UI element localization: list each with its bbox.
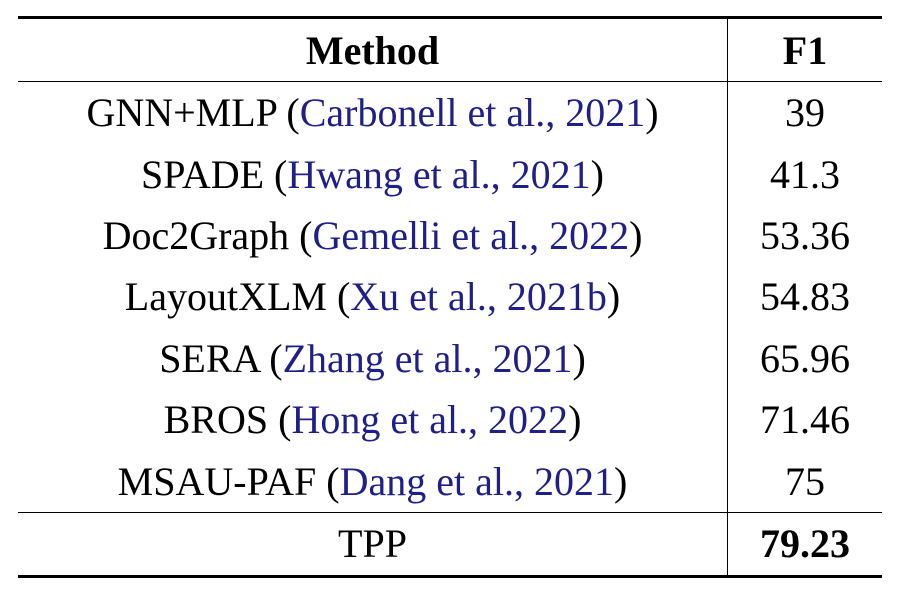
method-cell: SPADE Hwang et al., 2021 (18, 143, 728, 204)
citation: Hwang et al., 2021 (274, 152, 604, 197)
table-final: TPP 79.23 (18, 512, 882, 577)
method-name: GNN+MLP (86, 90, 277, 136)
method-cell: BROS Hong et al., 2022 (18, 389, 728, 450)
method-cell: GNN+MLP Carbonell et al., 2021 (18, 82, 728, 144)
method-cell: SERA Zhang et al., 2021 (18, 328, 728, 389)
f1-cell: 65.96 (727, 327, 882, 389)
method-cell: MSAU-PAF Dang et al., 2021 (18, 450, 728, 512)
row: SERA Zhang et al., 202165.96 (18, 327, 882, 389)
header-row: Method F1 (18, 17, 882, 82)
method-name: SERA (159, 335, 260, 381)
method-name: BROS (163, 397, 269, 443)
method-cell: LayoutXLM Xu et al., 2021b (18, 266, 728, 327)
f1-cell: 71.46 (727, 388, 882, 451)
final-method: TPP (338, 521, 407, 567)
row: BROS Hong et al., 202271.46 (18, 388, 882, 451)
citation: Gemelli et al., 2022 (299, 213, 642, 258)
row: GNN+MLP Carbonell et al., 202139 (18, 81, 882, 144)
citation: Xu et al., 2021b (337, 274, 620, 319)
citation: Hong et al., 2022 (278, 397, 581, 442)
results-table: Method F1 GNN+MLP Carbonell et al., 2021… (18, 16, 882, 578)
citation: Zhang et al., 2021 (269, 336, 586, 381)
f1-cell: 39 (727, 81, 882, 144)
f1-cell: 41.3 (727, 143, 882, 205)
f1-cell: 54.83 (727, 266, 882, 328)
row: Doc2Graph Gemelli et al., 202253.36 (18, 204, 882, 267)
citation: Carbonell et al., 2021 (286, 90, 658, 135)
f1-cell: 53.36 (727, 204, 882, 267)
row: LayoutXLM Xu et al., 2021b54.83 (18, 266, 882, 328)
method-name: Doc2Graph (102, 212, 290, 258)
header-method: Method (305, 27, 440, 73)
table-header: Method F1 (18, 17, 882, 82)
method-name: SPADE (141, 151, 265, 197)
table-wrap: Method F1 GNN+MLP Carbonell et al., 2021… (18, 16, 882, 578)
citation: Dang et al., 2021 (326, 459, 627, 504)
header-f1: F1 (727, 17, 882, 82)
row: MSAU-PAF Dang et al., 202175 (18, 450, 882, 513)
method-cell: Doc2Graph Gemelli et al., 2022 (18, 205, 728, 266)
method-name: MSAU-PAF (117, 458, 317, 504)
method-name: LayoutXLM (124, 274, 327, 320)
final-row: TPP 79.23 (18, 512, 882, 577)
table-body: GNN+MLP Carbonell et al., 202139SPADE Hw… (18, 81, 882, 513)
row: SPADE Hwang et al., 202141.3 (18, 143, 882, 205)
f1-cell: 75 (727, 450, 882, 513)
final-f1: 79.23 (727, 512, 882, 577)
